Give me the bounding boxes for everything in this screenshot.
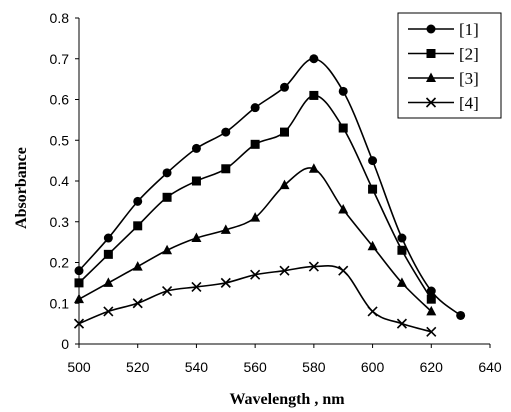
data-point: [220, 277, 231, 288]
data-point: [308, 163, 319, 173]
legend-label: [2]: [459, 45, 479, 64]
data-point: [74, 293, 84, 304]
data-point: [308, 261, 319, 272]
x-tick-label: 560: [243, 359, 267, 375]
data-point: [73, 318, 85, 329]
data-point: [191, 232, 202, 243]
series-line: [78, 167, 432, 312]
series-1: [74, 54, 466, 320]
data-point: [103, 233, 113, 243]
data-point: [250, 139, 260, 149]
x-tick-label: 620: [420, 359, 444, 375]
data-point: [191, 143, 201, 153]
legend-box: [397, 12, 502, 119]
data-point: [162, 168, 172, 178]
data-point: [397, 233, 407, 243]
data-point: [103, 306, 114, 317]
data-point: [250, 212, 261, 222]
legend-marker: [426, 24, 436, 34]
x-tick-label: 580: [302, 359, 326, 375]
series-3: [74, 163, 437, 316]
data-point: [397, 245, 407, 255]
data-point: [279, 179, 290, 190]
data-point: [338, 204, 349, 214]
data-point: [132, 298, 143, 309]
data-point: [309, 90, 319, 100]
x-axis-label: Wavelength , nm: [229, 391, 345, 408]
series-2: [74, 90, 436, 304]
data-point: [132, 261, 143, 271]
data-point: [456, 310, 466, 320]
data-point: [338, 123, 348, 133]
y-tick-label: 0.2: [50, 255, 70, 271]
y-tick-label: 0.3: [50, 214, 70, 230]
y-tick-label: 0.1: [50, 295, 70, 311]
data-point: [368, 156, 378, 166]
data-point: [426, 294, 436, 304]
data-point: [279, 265, 290, 276]
y-tick-label: 0.8: [50, 10, 70, 26]
legend-label: [1]: [459, 20, 479, 39]
data-point: [191, 281, 202, 293]
data-point: [191, 176, 201, 186]
series-4: [73, 261, 437, 337]
data-point: [367, 306, 378, 317]
series-line: [78, 57, 462, 317]
data-point: [221, 127, 231, 137]
data-point: [133, 221, 143, 231]
data-point: [426, 326, 437, 337]
data-point: [396, 318, 407, 329]
data-point: [367, 240, 378, 251]
data-point: [220, 224, 231, 234]
data-point: [309, 54, 319, 64]
data-point: [368, 184, 378, 194]
data-point: [250, 103, 260, 113]
y-tick-label: 0.6: [50, 92, 70, 108]
x-tick-label: 640: [478, 359, 502, 375]
data-point: [103, 277, 114, 287]
data-point: [221, 164, 231, 174]
x-tick-label: 540: [185, 359, 209, 375]
x-tick-label: 520: [126, 359, 150, 375]
y-axis-label: Absorbance: [13, 147, 30, 229]
legend-marker: [425, 97, 437, 108]
y-tick-label: 0.4: [50, 173, 70, 189]
y-tick-label: 0: [61, 336, 69, 352]
x-tick-label: 600: [361, 359, 385, 375]
data-point: [426, 305, 437, 316]
data-point: [396, 277, 407, 287]
data-point: [280, 127, 289, 137]
data-point: [162, 285, 173, 297]
data-point: [103, 249, 113, 259]
data-point: [133, 196, 143, 206]
data-point: [338, 265, 349, 276]
data-point: [280, 82, 289, 92]
y-tick-label: 0.7: [50, 51, 70, 67]
legend: [1] [2] [3] [4]: [397, 12, 502, 119]
x-ticks: 500 520 540 560 580 600 620 640: [67, 344, 502, 375]
data-point: [162, 192, 172, 202]
legend-label: [3]: [459, 69, 479, 88]
y-tick-label: 0.5: [50, 132, 70, 148]
data-point: [162, 244, 173, 255]
series-line: [78, 94, 432, 300]
data-point: [338, 86, 348, 96]
legend-marker: [426, 49, 436, 58]
data-point: [74, 266, 84, 276]
series-layer: [73, 54, 466, 337]
data-point: [426, 286, 436, 296]
data-point: [250, 269, 261, 280]
y-ticks: 0 0.1 0.2 0.3 0.4 0.5 0.6 0.7 0.8: [50, 10, 79, 352]
x-tick-label: 500: [67, 359, 91, 375]
data-point: [74, 278, 84, 288]
legend-marker: [426, 72, 436, 82]
legend-label: [4]: [459, 94, 479, 113]
